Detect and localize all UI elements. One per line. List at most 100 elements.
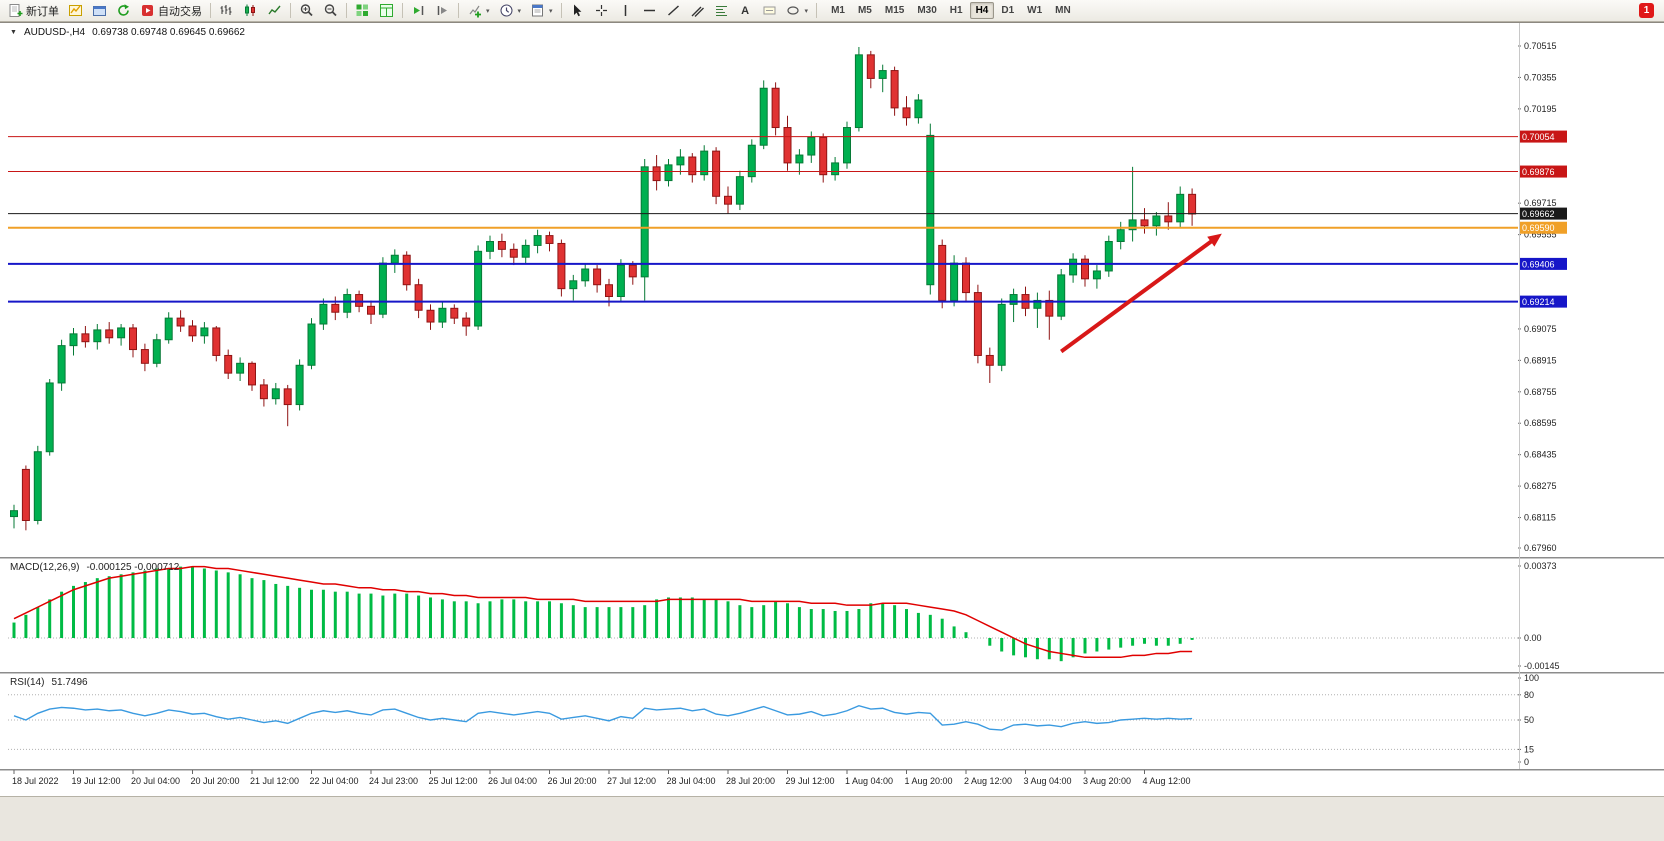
svg-text:24 Jul 23:00: 24 Jul 23:00 bbox=[369, 776, 418, 786]
svg-text:0.00: 0.00 bbox=[1524, 633, 1542, 643]
bar-chart-button[interactable] bbox=[215, 1, 238, 20]
chart-symbol-period: AUDUSD-,H4 bbox=[23, 27, 86, 38]
profiles-icon bbox=[92, 3, 107, 18]
svg-text:15: 15 bbox=[1524, 744, 1534, 754]
rsi-panel[interactable]: 100 80 50 15 0 bbox=[0, 672, 1664, 769]
svg-text:0.68115: 0.68115 bbox=[1524, 513, 1556, 523]
channel-button[interactable] bbox=[686, 1, 709, 20]
new-chart-icon bbox=[68, 3, 83, 18]
candlestick-chart-button[interactable] bbox=[239, 1, 262, 20]
svg-text:28 Jul 04:00: 28 Jul 04:00 bbox=[667, 776, 716, 786]
svg-text:80: 80 bbox=[1524, 690, 1534, 700]
data-window-icon bbox=[379, 3, 394, 18]
auto-scroll-icon bbox=[411, 3, 426, 18]
svg-text:26 Jul 20:00: 26 Jul 20:00 bbox=[548, 776, 597, 786]
templates-button[interactable]: ▾ bbox=[526, 1, 557, 20]
price-chart[interactable]: 0.70515 0.70355 0.70195 0.69715 0.69555 0.690… bbox=[0, 23, 1664, 557]
svg-text:3 Aug 04:00: 3 Aug 04:00 bbox=[1024, 776, 1072, 786]
rsi-indicator-label: RSI(14) 51.7496 bbox=[10, 677, 88, 688]
macd-values: -0.000125 -0.000712 bbox=[86, 562, 180, 573]
macd-panel[interactable]: 0.00373 0.00 -0.00145 bbox=[0, 557, 1664, 672]
indicators-button[interactable]: ▾ bbox=[463, 1, 494, 20]
svg-text:20 Jul 20:00: 20 Jul 20:00 bbox=[191, 776, 240, 786]
periods-button[interactable]: ▾ bbox=[495, 1, 526, 20]
periods-icon bbox=[499, 3, 514, 18]
line-chart-button[interactable] bbox=[263, 1, 286, 20]
svg-text:22 Jul 04:00: 22 Jul 04:00 bbox=[310, 776, 359, 786]
zoom-out-button[interactable] bbox=[319, 1, 342, 20]
svg-text:0.67960: 0.67960 bbox=[1524, 543, 1557, 553]
auto-scroll-button[interactable] bbox=[407, 1, 430, 20]
timeframe-mn-button[interactable]: MN bbox=[1049, 2, 1077, 19]
new-order-button[interactable]: 新订单 bbox=[4, 1, 63, 20]
line-chart-icon bbox=[267, 3, 282, 18]
templates-icon bbox=[530, 3, 545, 18]
autotrading-button[interactable]: 自动交易 bbox=[136, 1, 206, 20]
timeframe-m5-button[interactable]: M5 bbox=[852, 2, 878, 19]
svg-text:0.69555: 0.69555 bbox=[1524, 230, 1557, 240]
text-button[interactable]: A bbox=[734, 1, 757, 20]
svg-text:21 Jul 12:00: 21 Jul 12:00 bbox=[250, 776, 299, 786]
new-chart-button[interactable] bbox=[64, 1, 87, 20]
channel-icon bbox=[690, 3, 705, 18]
svg-text:0.00373: 0.00373 bbox=[1524, 561, 1557, 571]
horizontal-line-button[interactable] bbox=[638, 1, 661, 20]
crosshair-button[interactable] bbox=[590, 1, 613, 20]
bar-chart-icon bbox=[219, 3, 234, 18]
data-window-button[interactable] bbox=[375, 1, 398, 20]
tile-windows-button[interactable] bbox=[351, 1, 374, 20]
svg-text:50: 50 bbox=[1524, 715, 1534, 725]
chart-ohlc-values: 0.69738 0.69748 0.69645 0.69662 bbox=[92, 27, 245, 38]
svg-text:19 Jul 12:00: 19 Jul 12:00 bbox=[72, 776, 121, 786]
refresh-button[interactable] bbox=[112, 1, 135, 20]
timeframe-m15-button[interactable]: M15 bbox=[879, 2, 910, 19]
autotrading-label: 自动交易 bbox=[158, 5, 202, 18]
vertical-line-button[interactable] bbox=[614, 1, 637, 20]
chart-shift-button[interactable] bbox=[431, 1, 454, 20]
svg-text:1 Aug 04:00: 1 Aug 04:00 bbox=[845, 776, 893, 786]
svg-text:0.70355: 0.70355 bbox=[1524, 72, 1557, 82]
macd-name: MACD(12,26,9) bbox=[10, 562, 80, 573]
toolbar-separator bbox=[290, 3, 291, 18]
timeframe-h4-button[interactable]: H4 bbox=[969, 2, 995, 19]
fibonacci-button[interactable] bbox=[710, 1, 733, 20]
timeframe-m1-button[interactable]: M1 bbox=[825, 2, 851, 19]
time-axis[interactable]: 18 Jul 2022 19 Jul 12:00 20 Jul 04:00 20 Ju… bbox=[0, 769, 1664, 796]
timeframe-d1-button[interactable]: D1 bbox=[995, 2, 1020, 19]
svg-text:0.69876: 0.69876 bbox=[1522, 167, 1555, 177]
chart-shift-icon bbox=[435, 3, 450, 18]
svg-text:0.68275: 0.68275 bbox=[1524, 481, 1557, 491]
svg-text:-0.00145: -0.00145 bbox=[1524, 661, 1560, 671]
svg-text:0.69662: 0.69662 bbox=[1522, 209, 1555, 219]
new-order-icon bbox=[8, 3, 23, 18]
zoom-in-button[interactable] bbox=[295, 1, 318, 20]
bottom-strip bbox=[0, 796, 1664, 841]
svg-text:26 Jul 04:00: 26 Jul 04:00 bbox=[488, 776, 537, 786]
cursor-button[interactable] bbox=[566, 1, 589, 20]
chevron-down-icon: ▾ bbox=[517, 7, 522, 15]
zoom-out-icon bbox=[323, 3, 338, 18]
timeframe-m30-button[interactable]: M30 bbox=[911, 2, 942, 19]
label-button[interactable] bbox=[758, 1, 781, 20]
svg-text:3 Aug 20:00: 3 Aug 20:00 bbox=[1083, 776, 1131, 786]
symbol-dropdown-icon[interactable]: ▼ bbox=[10, 29, 17, 36]
svg-text:0.69075: 0.69075 bbox=[1524, 324, 1557, 334]
autotrading-icon bbox=[140, 3, 155, 18]
svg-text:100: 100 bbox=[1524, 673, 1539, 683]
shapes-button[interactable]: ▾ bbox=[782, 1, 813, 20]
notification-icon[interactable]: 1 bbox=[1639, 3, 1654, 18]
cursor-icon bbox=[570, 3, 585, 18]
svg-text:0.68915: 0.68915 bbox=[1524, 355, 1557, 365]
svg-text:25 Jul 12:00: 25 Jul 12:00 bbox=[429, 776, 478, 786]
timeframe-w1-button[interactable]: W1 bbox=[1021, 2, 1048, 19]
trendline-button[interactable] bbox=[662, 1, 685, 20]
shapes-icon bbox=[786, 3, 801, 18]
main-toolbar: 新订单 自动交易 bbox=[0, 0, 1664, 22]
vertical-line-icon bbox=[618, 3, 633, 18]
profiles-button[interactable] bbox=[88, 1, 111, 20]
svg-text:18 Jul 2022: 18 Jul 2022 bbox=[12, 776, 59, 786]
timeframe-h1-button[interactable]: H1 bbox=[944, 2, 969, 19]
svg-text:2 Aug 12:00: 2 Aug 12:00 bbox=[964, 776, 1012, 786]
rsi-value: 51.7496 bbox=[51, 677, 88, 688]
svg-text:0.68755: 0.68755 bbox=[1524, 387, 1557, 397]
